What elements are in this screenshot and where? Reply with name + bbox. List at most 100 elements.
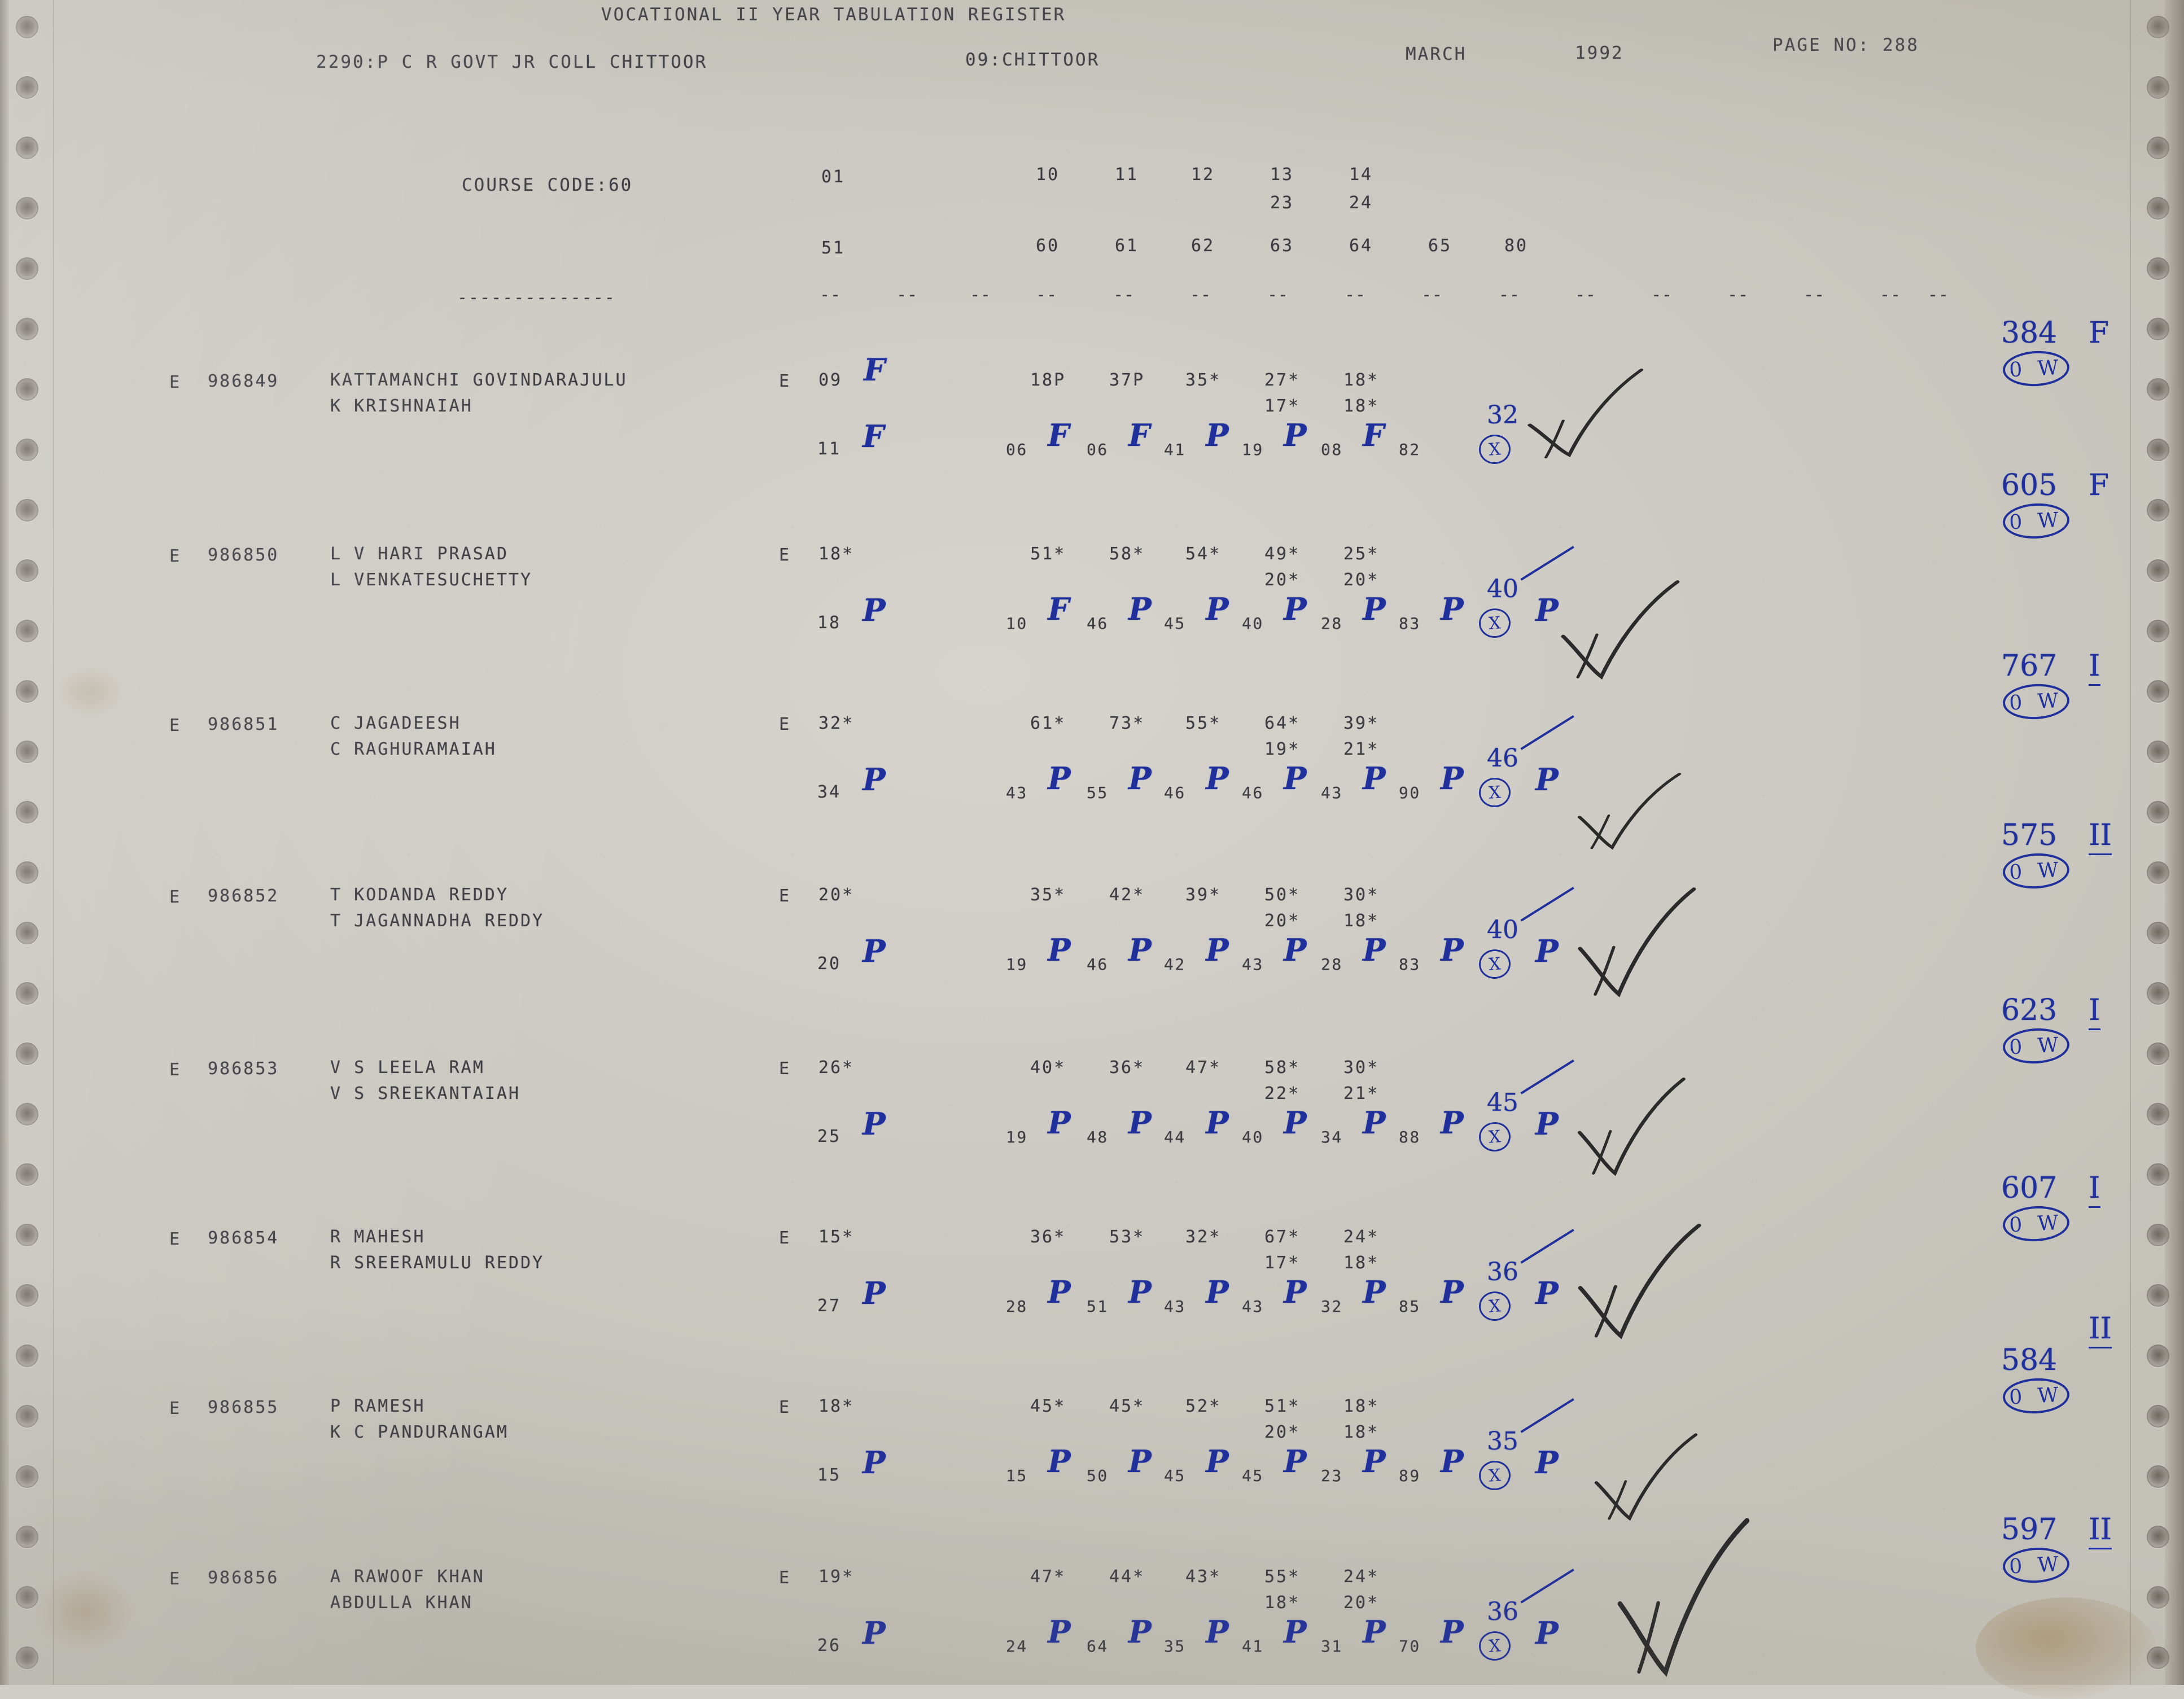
student-name: V S LEELA RAM xyxy=(330,1058,485,1078)
subject-mark: 49* xyxy=(1264,544,1301,564)
second-line-hand-grade: P xyxy=(1206,1274,1229,1310)
feed-hole xyxy=(16,741,38,763)
second-line-hand-grade: P xyxy=(1128,1443,1152,1479)
column-dash: -- xyxy=(1345,285,1367,305)
second-line-hand-grade: P xyxy=(863,1106,886,1142)
total-marks: 597 xyxy=(2001,1513,2058,1547)
cross-hand-grade: P xyxy=(1535,1615,1559,1651)
total-marks: 623 xyxy=(2001,993,2058,1027)
student-name: C JAGADEESH xyxy=(330,713,461,733)
cross-superscript-number: 45 xyxy=(1487,1088,1518,1117)
second-line-hand-grade: P xyxy=(1206,1614,1229,1650)
feed-hole xyxy=(16,1405,38,1427)
subject-mark: 24* xyxy=(1343,1227,1380,1247)
result-class: I xyxy=(2089,993,2100,1030)
second-line-hand-grade: P xyxy=(1363,1274,1386,1310)
subject-mark: 64* xyxy=(1264,713,1301,733)
subject-mark-sub: 20* xyxy=(1343,570,1380,590)
language-prefix: E xyxy=(779,715,791,734)
second-line-hand-grade: P xyxy=(1048,1443,1071,1479)
circled-x-mark: X xyxy=(1478,1460,1512,1491)
subject-mark: 32* xyxy=(1185,1227,1222,1247)
result-class: II xyxy=(2089,1312,2112,1348)
cross-hand-grade: P xyxy=(1535,933,1559,969)
second-line-subject-mark: 43 xyxy=(1321,783,1343,802)
record-prefix: E xyxy=(169,1569,182,1589)
feed-hole xyxy=(16,1465,38,1488)
second-line-subject-mark: 64 xyxy=(1087,1637,1109,1656)
second-line-hand-grade: F xyxy=(1363,417,1385,453)
feed-hole xyxy=(16,680,38,703)
column-dash: -- xyxy=(1804,285,1826,305)
second-line-hand-grade: P xyxy=(863,933,886,969)
register-number: 986852 xyxy=(208,886,279,906)
column-dash: -- xyxy=(1190,285,1212,305)
result-class: F xyxy=(2089,468,2109,502)
second-line-hand-grade: P xyxy=(1206,760,1229,796)
result-class: II xyxy=(2089,818,2112,855)
second-line-subject-mark: 48 xyxy=(1087,1128,1109,1146)
second-line-hand-grade: P xyxy=(1284,1274,1307,1310)
language-prefix: E xyxy=(779,886,791,906)
feed-hole xyxy=(16,499,38,522)
circled-zero-w: 0 W xyxy=(2002,1376,2071,1416)
cross-superscript-number: 40 xyxy=(1487,916,1518,944)
register-number: 986855 xyxy=(208,1398,279,1417)
second-line-subject-mark: 46 xyxy=(1164,783,1186,802)
student-name: A RAWOOF KHAN xyxy=(330,1567,485,1587)
subject-mark: 24* xyxy=(1343,1567,1380,1587)
second-line-subject-mark: 85 xyxy=(1399,1297,1421,1316)
second-line-subject-mark: 51 xyxy=(1087,1297,1109,1316)
subject-mark: 47* xyxy=(1185,1058,1222,1078)
subject-mark: 67* xyxy=(1264,1227,1301,1247)
subject-mark-sub: 18* xyxy=(1343,1422,1380,1442)
column-header-61: 61 xyxy=(1115,236,1139,256)
second-line-subject-mark: 28 xyxy=(1321,955,1343,974)
subject-mark: 39* xyxy=(1343,713,1380,733)
second-line-hand-grade: P xyxy=(863,1444,886,1481)
second-line-hand-grade: P xyxy=(1048,760,1071,796)
father-name: K C PANDURANGAM xyxy=(330,1422,509,1442)
subject-mark-sub: 18* xyxy=(1343,911,1380,931)
pen-slash-stroke xyxy=(1520,1569,1594,1635)
column-header-14: 14 xyxy=(1349,165,1373,185)
circled-x-mark: X xyxy=(1478,433,1512,465)
subject-mark: 54* xyxy=(1185,544,1222,564)
second-line-subject-mark: 43 xyxy=(1242,1297,1264,1316)
feed-hole xyxy=(16,197,38,220)
check-mark-icon xyxy=(1607,1517,1769,1689)
subject-mark-sub: 17* xyxy=(1264,1253,1301,1273)
feed-hole xyxy=(16,620,38,642)
check-mark-icon xyxy=(1569,1223,1716,1349)
language-mark: 18* xyxy=(819,544,855,564)
second-line-subject-mark: 88 xyxy=(1399,1128,1421,1146)
second-line-subject-mark: 82 xyxy=(1399,440,1421,459)
second-line-hand-grade: P xyxy=(1441,591,1464,627)
column-header-51: 51 xyxy=(821,238,846,258)
subject-mark-sub: 21* xyxy=(1343,739,1380,759)
subject-mark-sub: 18* xyxy=(1343,1253,1380,1273)
language-mark: 32* xyxy=(819,713,855,733)
second-line-hand-grade: P xyxy=(1284,1443,1307,1479)
exam-month-label: MARCH xyxy=(1406,44,1467,64)
record-prefix: E xyxy=(169,373,182,392)
second-line-hand-grade: P xyxy=(1206,417,1229,453)
subject-mark-sub: 18* xyxy=(1343,396,1380,416)
second-line-hand-grade: P xyxy=(1284,932,1307,968)
column-header-80: 80 xyxy=(1504,236,1529,256)
small-stain xyxy=(56,666,124,717)
feed-hole xyxy=(16,1586,38,1609)
column-dash: -- xyxy=(1928,285,1950,305)
column-dash: -- xyxy=(1267,285,1289,305)
second-line-subject-mark: 08 xyxy=(1321,440,1343,459)
second-line-subject-mark: 34 xyxy=(1321,1128,1343,1146)
subject-mark: 61* xyxy=(1030,713,1066,733)
second-line-subject-mark: 90 xyxy=(1399,783,1421,802)
circled-zero-w: 0 W xyxy=(2002,501,2071,541)
second-line-subject-mark: 19 xyxy=(1006,955,1028,974)
father-name: R SREERAMULU REDDY xyxy=(330,1253,545,1273)
second-line-hand-grade: P xyxy=(1441,932,1464,968)
circled-x-mark: X xyxy=(1478,1630,1512,1662)
language-mark: 20* xyxy=(819,885,855,905)
subject-mark: 53* xyxy=(1109,1227,1145,1247)
